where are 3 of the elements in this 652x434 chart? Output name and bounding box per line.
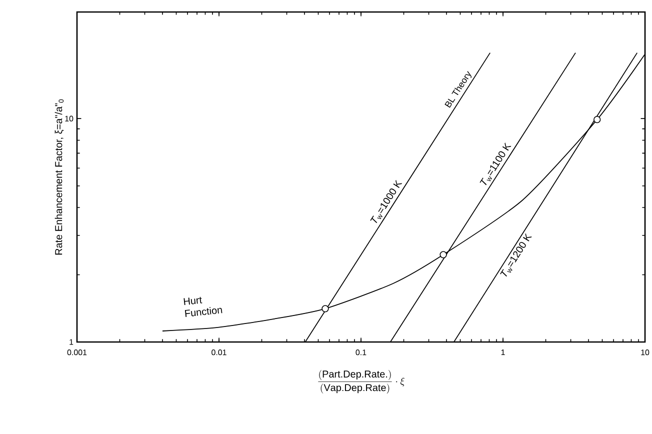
text: Hurt Function bbox=[184, 296, 222, 317]
y-axis-title: Rate Enhancement Factor, ξ=a"/a"$_{0}$ bbox=[54, 99, 64, 255]
x-axis-title: $\frac{\mathrm{(Part.Dep.Rate.)}}{\mathrm{(Vap.Dep.Rate)}}\cdot\xi$ bbox=[318, 370, 405, 394]
